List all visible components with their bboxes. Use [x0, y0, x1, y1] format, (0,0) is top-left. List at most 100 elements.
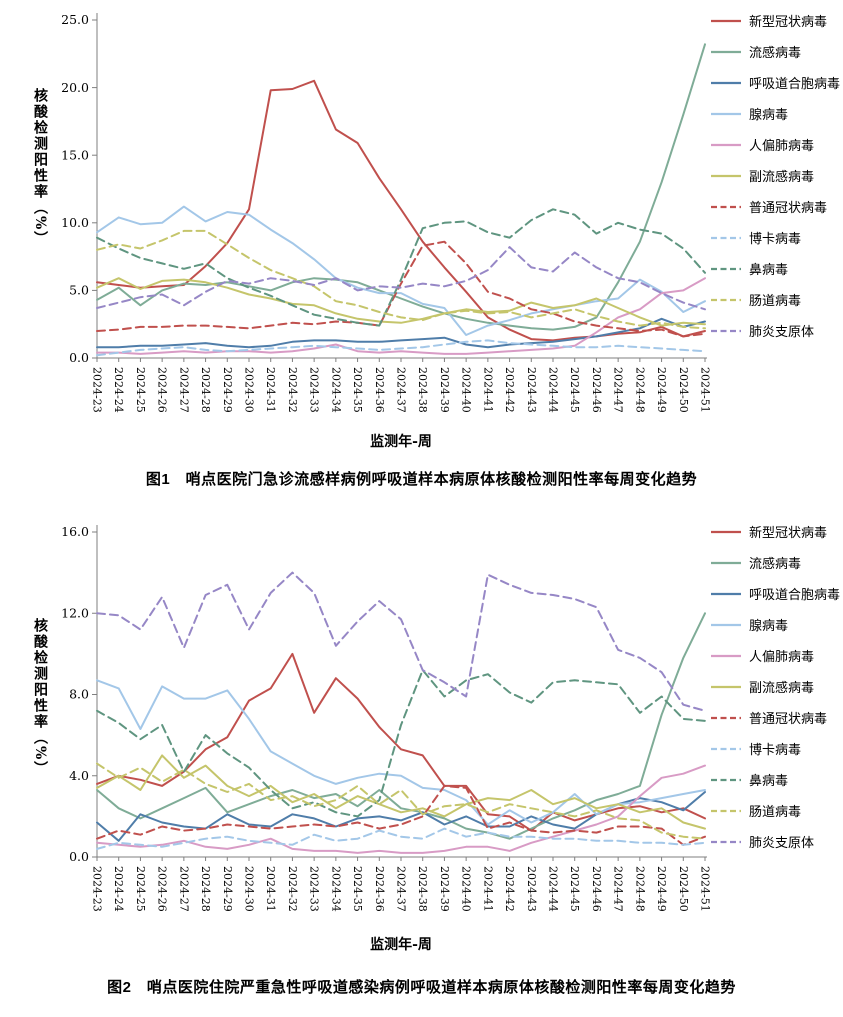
y-tick-label: 0.0 — [69, 849, 89, 864]
x-tick-label: 2024-43 — [525, 866, 538, 912]
x-tick-label: 2024-45 — [568, 367, 581, 413]
x-tick-label: 2024-41 — [481, 367, 494, 413]
x-tick-label: 2024-50 — [677, 866, 690, 912]
series-line-hcov — [96, 784, 706, 846]
legend-label-rhino: 鼻病毒 — [749, 774, 789, 789]
chart2-x-axis-title: 监测年-周 — [370, 937, 432, 953]
legend-swatch-covid-line-icon — [711, 19, 741, 22]
legend-item-rhino: 鼻病毒 — [710, 764, 843, 795]
legend-item-hmpv: 人偏肺病毒 — [710, 129, 843, 160]
y-tick-label: 0.0 — [69, 350, 89, 365]
legend-label-rsv: 呼吸道合胞病毒 — [749, 77, 841, 92]
series-line-rhino — [96, 669, 706, 818]
series-line-adv — [96, 679, 706, 826]
legend-swatch-ev-line-icon — [711, 298, 741, 301]
x-tick-label: 2024-34 — [329, 367, 342, 413]
x-tick-label: 2024-23 — [90, 866, 103, 912]
legend-swatch-hcov-line-icon — [711, 205, 741, 208]
series-line-hmpv — [96, 764, 706, 854]
series-line-piv — [96, 754, 706, 830]
x-tick-label: 2024-27 — [177, 367, 190, 413]
y-tick-label: 25.0 — [61, 12, 89, 27]
x-tick-label: 2024-34 — [329, 866, 342, 912]
legend-item-boca: 博卡病毒 — [710, 733, 843, 764]
legend-item-hmpv: 人偏肺病毒 — [710, 640, 843, 671]
legend-item-covid: 新型冠状病毒 — [710, 516, 843, 547]
chart2-legend: 新型冠状病毒 流感病毒 呼吸道合胞病毒 腺病毒 人偏肺病毒 副流感病毒 普通冠状病毒 博卡病毒… — [710, 516, 843, 857]
legend-label-adv: 腺病毒 — [749, 108, 789, 123]
legend-label-hcov: 普通冠状病毒 — [749, 712, 828, 727]
x-tick-label: 2024-26 — [156, 866, 169, 912]
legend-label-covid: 新型冠状病毒 — [749, 526, 828, 541]
legend-item-flu: 流感病毒 — [710, 36, 843, 67]
x-tick-label: 2024-28 — [199, 866, 212, 912]
legend-item-covid: 新型冠状病毒 — [710, 5, 843, 36]
x-tick-label: 2024-37 — [394, 866, 407, 912]
x-tick-label: 2024-39 — [438, 866, 451, 912]
x-tick-label: 2024-41 — [481, 866, 494, 912]
series-line-boca — [96, 827, 706, 850]
y-tick-label: 16.0 — [61, 524, 89, 539]
legend-swatch-rhino-line-icon — [711, 267, 741, 270]
legend-swatch-hmpv-line-icon — [711, 654, 741, 657]
legend-item-adv: 腺病毒 — [710, 98, 843, 129]
x-tick-label: 2024-31 — [264, 367, 277, 413]
legend-swatch-boca-line-icon — [711, 747, 741, 750]
x-tick-label: 2024-44 — [546, 367, 559, 413]
series-line-mp — [96, 571, 706, 712]
legend-label-adv: 腺病毒 — [749, 619, 789, 634]
legend-swatch-mp-line-icon — [711, 329, 741, 332]
legend-label-hcov: 普通冠状病毒 — [749, 201, 828, 216]
x-tick-label: 2024-40 — [460, 866, 473, 912]
legend-item-boca: 博卡病毒 — [710, 222, 843, 253]
x-tick-label: 2024-46 — [590, 367, 603, 413]
legend-item-hcov: 普通冠状病毒 — [710, 702, 843, 733]
legend-swatch-piv-line-icon — [711, 685, 741, 688]
x-tick-label: 2024-44 — [546, 866, 559, 912]
x-tick-label: 2024-37 — [394, 367, 407, 413]
legend-item-mp: 肺炎支原体 — [710, 826, 843, 857]
legend-swatch-mp-line-icon — [711, 840, 741, 843]
series-line-boca — [96, 339, 706, 357]
x-tick-label: 2024-23 — [90, 367, 103, 413]
legend-item-rhino: 鼻病毒 — [710, 253, 843, 284]
x-tick-label: 2024-49 — [655, 367, 668, 413]
x-tick-label: 2024-24 — [112, 367, 125, 413]
x-tick-label: 2024-31 — [264, 866, 277, 912]
chart1-y-axis-title: 核酸检测阳性率（%） — [32, 88, 48, 248]
series-line-rsv — [96, 317, 706, 349]
series-line-flu — [96, 612, 706, 840]
y-tick-label: 4.0 — [69, 768, 89, 783]
x-tick-label: 2024-51 — [698, 866, 711, 912]
x-tick-label: 2024-51 — [698, 367, 711, 413]
legend-item-rsv: 呼吸道合胞病毒 — [710, 67, 843, 98]
legend-swatch-hmpv-line-icon — [711, 143, 741, 146]
x-tick-label: 2024-45 — [568, 866, 581, 912]
legend-item-ev: 肠道病毒 — [710, 284, 843, 315]
x-tick-label: 2024-27 — [177, 866, 190, 912]
x-tick-label: 2024-42 — [503, 866, 516, 912]
legend-swatch-rsv-line-icon — [711, 592, 741, 595]
legend-swatch-boca-line-icon — [711, 236, 741, 239]
legend-swatch-piv-line-icon — [711, 174, 741, 177]
chart2-y-axis-title: 核酸检测阳性率（%） — [32, 618, 48, 778]
series-line-flu — [96, 43, 706, 331]
x-tick-label: 2024-50 — [677, 367, 690, 413]
x-tick-label: 2024-33 — [308, 367, 321, 413]
x-tick-label: 2024-39 — [438, 367, 451, 413]
legend-item-ev: 肠道病毒 — [710, 795, 843, 826]
legend-swatch-rhino-line-icon — [711, 778, 741, 781]
y-tick-label: 5.0 — [69, 283, 89, 298]
x-tick-label: 2024-30 — [242, 367, 255, 413]
x-tick-label: 2024-36 — [373, 866, 386, 912]
legend-label-boca: 博卡病毒 — [749, 232, 802, 247]
chart1-caption: 图1 哨点医院门急诊流感样病例呼吸道样本病原体核酸检测阳性率每周变化趋势 — [145, 471, 698, 488]
x-tick-label: 2024-25 — [134, 866, 147, 912]
legend-swatch-adv-line-icon — [711, 623, 741, 626]
legend-label-rhino: 鼻病毒 — [749, 263, 789, 278]
x-tick-label: 2024-26 — [156, 367, 169, 413]
legend-swatch-covid-line-icon — [711, 530, 741, 533]
series-line-piv — [96, 277, 706, 327]
series-line-covid — [96, 652, 706, 832]
